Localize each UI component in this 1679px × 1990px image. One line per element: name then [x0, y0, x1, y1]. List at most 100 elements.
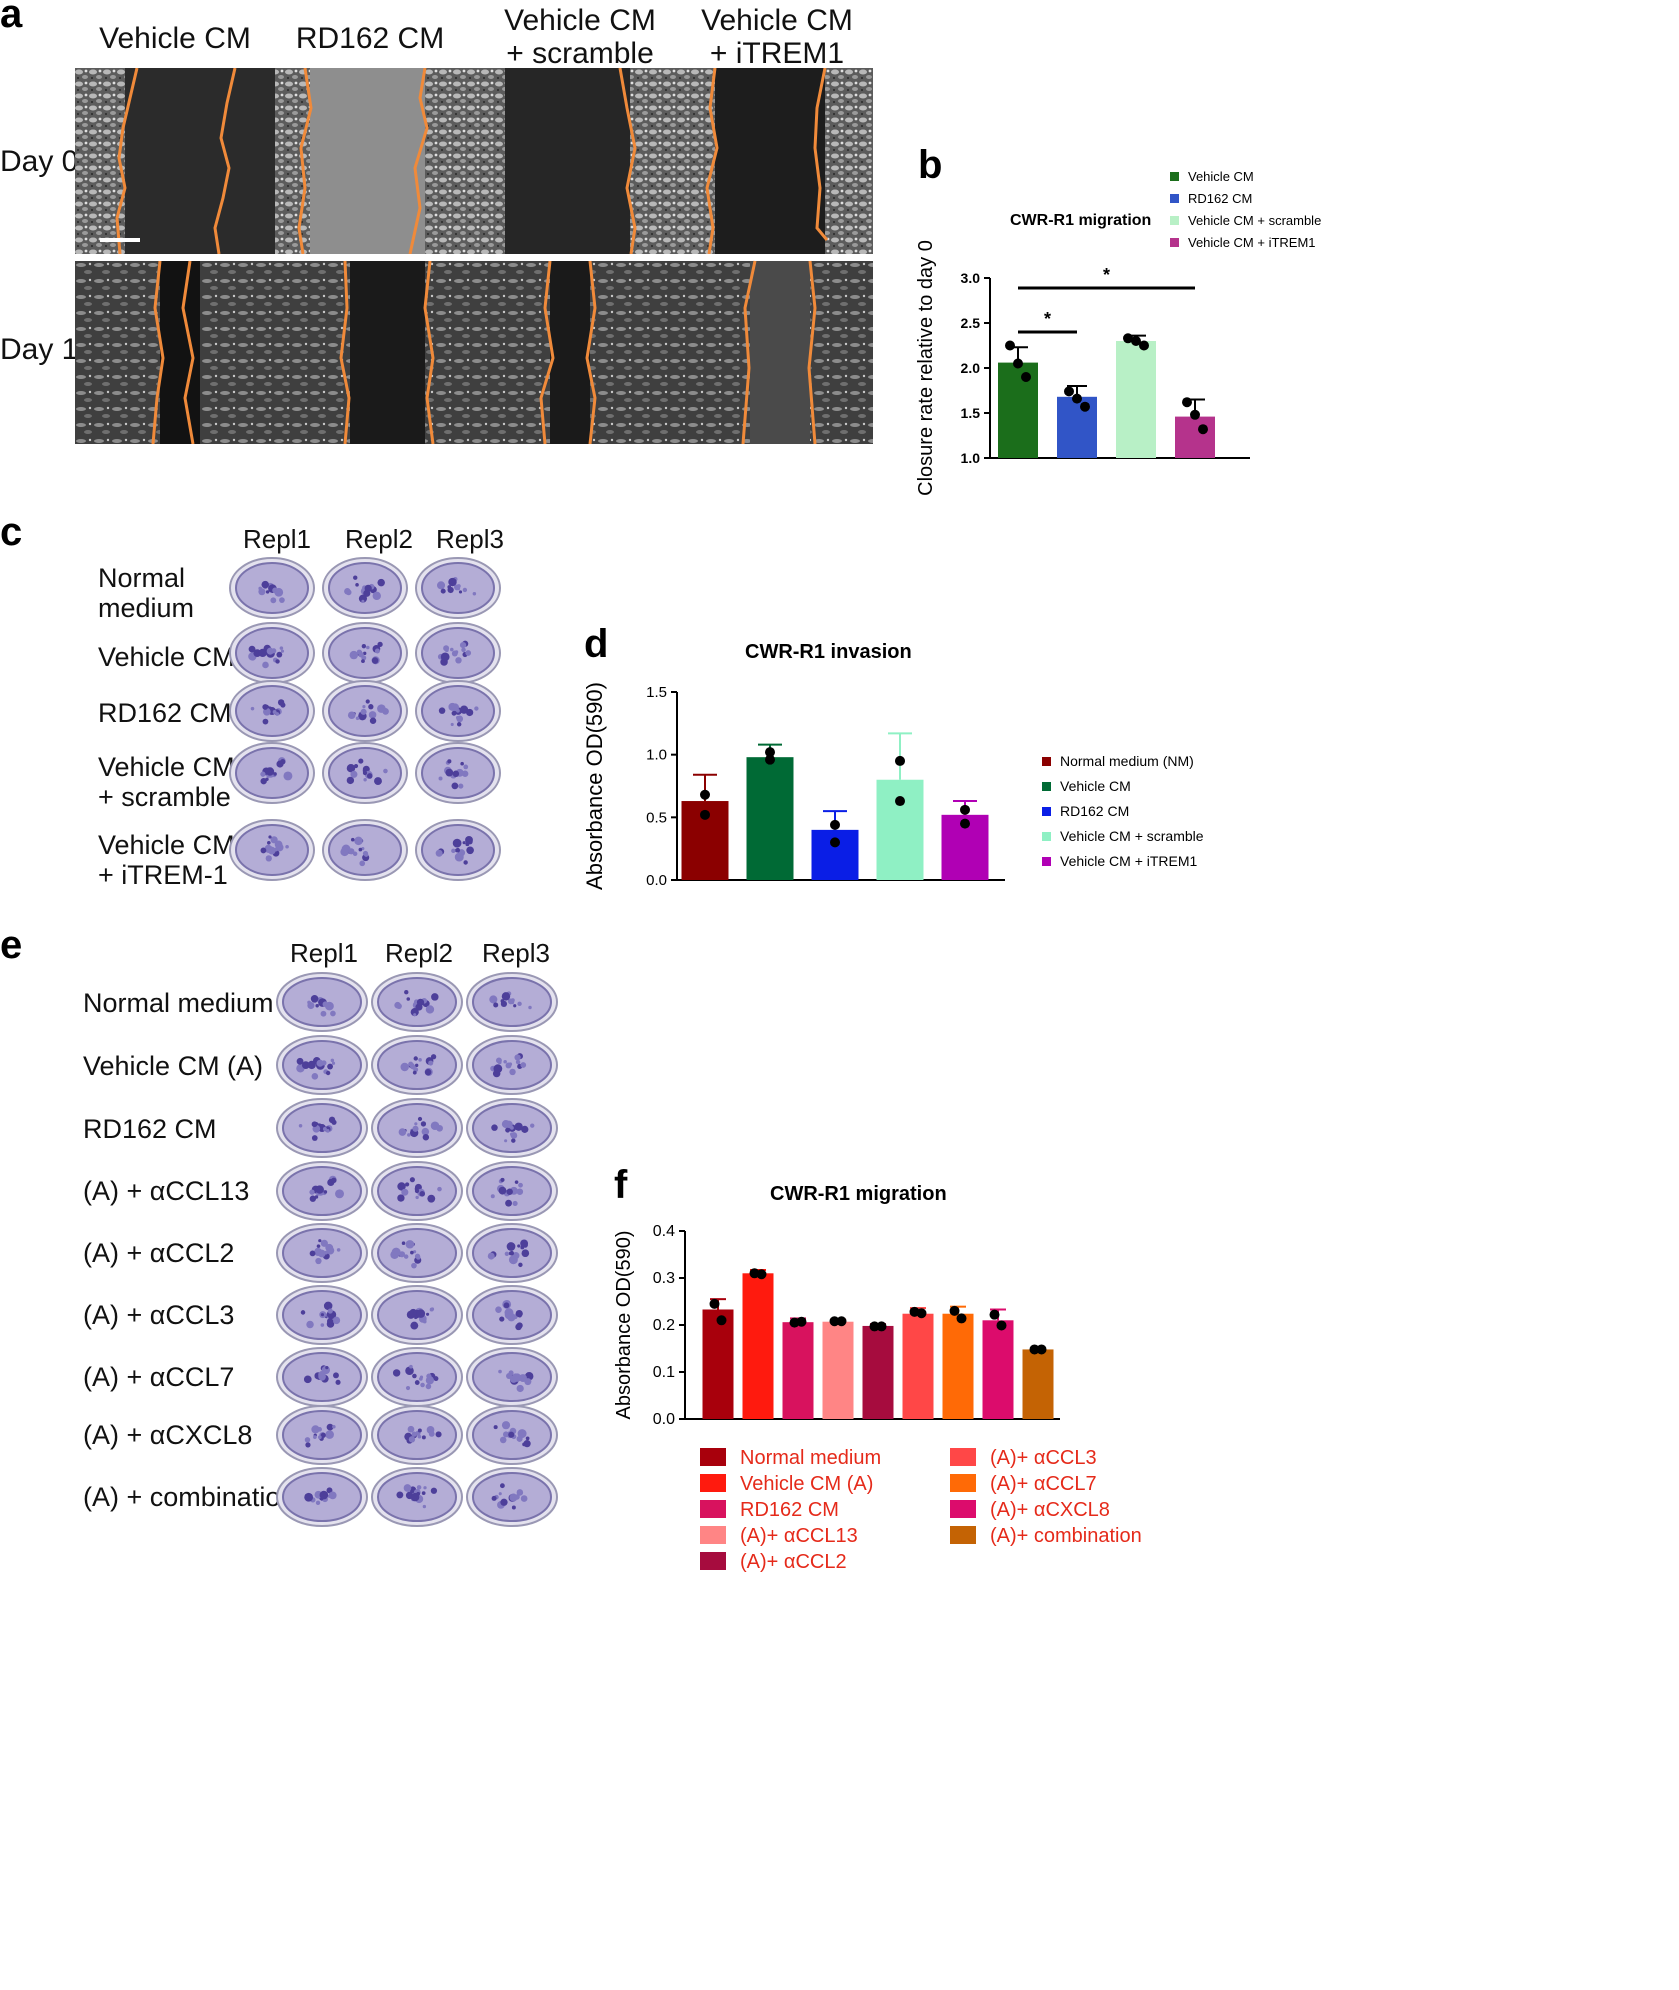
- chart-f-ytick-label-1: 0.1: [653, 1364, 675, 1381]
- chart-f-point-9-2: [1036, 1344, 1047, 1355]
- chart-f-bar-8: [982, 1320, 1014, 1419]
- chart-d-bar-2: [746, 757, 794, 880]
- wound-healing-micrographs: [75, 68, 873, 444]
- chart-f-point-1-2: [716, 1315, 727, 1326]
- chart-d-point-5-2: [960, 818, 970, 829]
- panel-e-well-r8-c1: [276, 1405, 368, 1465]
- chart-f-legend-swatch-1: [700, 1448, 726, 1466]
- chart-d-point-4-2: [895, 796, 905, 807]
- chart-d-bar-4: [876, 779, 924, 880]
- chart-b-point-2-1: [1064, 386, 1074, 397]
- chart-f-ytick-label-0: 0.0: [653, 1411, 675, 1428]
- chart-b-ytick-label-1: 1.5: [961, 405, 981, 421]
- chart-f-bar-3: [782, 1322, 814, 1419]
- chart-b-legend-swatch-4: [1170, 238, 1179, 247]
- chart-f-bar-9: [1022, 1349, 1054, 1419]
- chart-b-point-2-2: [1072, 393, 1082, 404]
- panel-e-row-acxcl8: (A) + αCXCL8: [83, 1420, 253, 1450]
- chart-b-point-1-3: [1021, 372, 1031, 382]
- chart-b-sig-label-1: *: [1044, 309, 1051, 329]
- chart-b-legend-label-4: Vehicle CM + iTREM1: [1188, 235, 1316, 250]
- chart-f-bar-1: [702, 1309, 734, 1419]
- panel-e-well-r6-c1: [276, 1285, 368, 1345]
- panel-e-well-r4-c3: [466, 1161, 558, 1221]
- chart-f-bar-2: [742, 1273, 774, 1419]
- chart-b-ytick-label-0: 1.0: [961, 450, 981, 466]
- chart-f: 0.0 0.1 0.2 0.3 0.4 Absorbance OD(590) Normal …: [613, 1223, 1142, 1573]
- chart-d-bar-3: [811, 829, 859, 880]
- chart-f-point-8-2: [996, 1320, 1007, 1331]
- chart-b-point-3-3: [1139, 340, 1149, 351]
- chart-b-legend-swatch-1: [1170, 172, 1179, 181]
- panel-e-well-r9-c1: [276, 1467, 368, 1527]
- chart-f-ylabel: Absorbance OD(590): [613, 1231, 635, 1420]
- panel-e-col-repl3: Repl3: [482, 938, 550, 968]
- chart-b-legend-label-3: Vehicle CM + scramble: [1188, 213, 1321, 228]
- chart-f-ytick-label-3: 0.3: [653, 1270, 675, 1287]
- chart-d-ytick-label-3: 1.5: [646, 684, 667, 701]
- panel-e-well-r8-c2: [371, 1405, 463, 1465]
- chart-d-point-2-1: [765, 754, 775, 765]
- day1-gap-vehicle: [160, 261, 200, 444]
- chart-b-point-1-2: [1013, 358, 1023, 369]
- chart-f-ytick-label-4: 0.4: [653, 1223, 675, 1240]
- day0-gap-itrem1: [715, 68, 825, 254]
- chart-d-ylabel: Absorbance OD(590): [582, 682, 607, 890]
- chart-f-legend-label-5: (A)+ αCCL2: [740, 1551, 847, 1573]
- chart-f-point-4-1: [829, 1316, 840, 1327]
- chart-b-point-1-1: [1005, 340, 1015, 351]
- panel-e-row-accl2: (A) + αCCL2: [83, 1238, 235, 1268]
- chart-f-legend-swatch-2: [700, 1474, 726, 1492]
- day0-gap-vehicle: [125, 68, 275, 254]
- panel-e-row-accl3: (A) + αCCL3: [83, 1300, 235, 1330]
- panel-c-well-r5-c3: [415, 819, 501, 881]
- panel-c-well-r4-c3: [415, 742, 501, 804]
- panel-e-well-r4-c1: [276, 1161, 368, 1221]
- chart-f-legend-swatch-8: [950, 1500, 976, 1518]
- chart-b-ytick-label-3: 2.5: [961, 315, 981, 331]
- chart-b-bar-4: [1175, 416, 1215, 458]
- chart-d-ytick-label-0: 0.0: [646, 872, 667, 889]
- panel-c-well-r1-c1: [229, 557, 315, 619]
- day1-gap-scramble: [550, 261, 590, 444]
- chart-b-bar-1: [998, 362, 1038, 458]
- chart-b-title: CWR-R1 migration: [1010, 212, 1152, 229]
- chart-d-legend-swatch-1: [1042, 757, 1051, 766]
- panel-a-row-day0: Day 0: [0, 145, 79, 178]
- day1-image: [75, 261, 873, 444]
- chart-b-ytick-label-4: 3.0: [961, 270, 981, 286]
- chart-d-point-3-1: [830, 819, 840, 830]
- panel-letter-b: b: [918, 143, 943, 187]
- panel-letter-d: d: [584, 622, 609, 666]
- panel-letter-a: a: [0, 0, 23, 36]
- panel-e-wells: [276, 972, 558, 1527]
- panel-letter-e: e: [0, 923, 23, 967]
- panel-e-well-r2-c1: [276, 1035, 368, 1095]
- chart-f-legend-swatch-6: [950, 1448, 976, 1466]
- chart-f-bar-4: [822, 1321, 854, 1419]
- chart-d-point-4-1: [895, 755, 905, 766]
- chart-b-point-3-1: [1123, 333, 1133, 344]
- chart-f-point-8-1: [989, 1309, 1000, 1320]
- panel-a-row-day1: Day 1: [0, 333, 79, 366]
- day0-gap-scramble: [505, 68, 630, 254]
- panel-e-row-rd162-cm: RD162 CM: [83, 1114, 217, 1144]
- panel-c-row-normal-medium: Normal medium: [98, 563, 195, 623]
- chart-b-point-3-2: [1131, 336, 1141, 346]
- panel-c-well-r2-c2: [322, 622, 408, 684]
- panel-e-well-r5-c1: [276, 1223, 368, 1283]
- panel-c-col-repl2: Repl2: [345, 524, 413, 554]
- panel-e-well-r2-c3: [466, 1035, 558, 1095]
- chart-d-title: CWR-R1 invasion: [745, 641, 912, 663]
- panel-e-well-r9-c2: [371, 1467, 463, 1527]
- panel-e-well-r3-c3: [466, 1098, 558, 1158]
- panel-e-well-r5-c3: [466, 1223, 558, 1283]
- panel-e-row-normal-medium: Normal medium: [83, 988, 274, 1018]
- chart-b-point-2-3: [1080, 401, 1090, 412]
- chart-d-legend-swatch-3: [1042, 807, 1051, 816]
- chart-f-bar-7: [942, 1313, 974, 1419]
- chart-f-legend-label-7: (A)+ αCCL7: [990, 1473, 1097, 1495]
- chart-d-ytick-label-2: 1.0: [646, 747, 667, 764]
- panel-c-row-vehicle-scramble: Vehicle CM + scramble: [98, 752, 235, 812]
- chart-f-legend-label-9: (A)+ combination: [990, 1525, 1142, 1547]
